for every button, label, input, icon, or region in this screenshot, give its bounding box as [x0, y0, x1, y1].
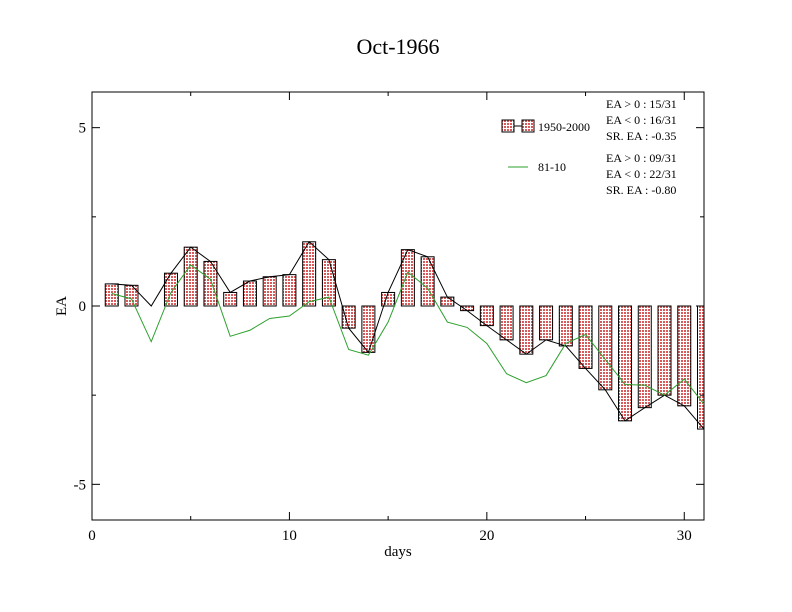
bar-1950-2000	[361, 305, 376, 353]
bar-connector-line	[111, 241, 705, 430]
bar-1950-2000	[223, 291, 238, 307]
bar-1950-2000	[657, 305, 672, 396]
bar-1950-2000	[124, 284, 139, 307]
bar-1950-2000	[302, 241, 317, 307]
legend-swatch-bar-right	[521, 119, 535, 133]
bar-1950-2000	[460, 305, 475, 312]
y-tick-label: 0	[79, 299, 87, 315]
bar-1950-2000	[618, 305, 633, 422]
line-series	[111, 241, 705, 430]
x-tick-label: 20	[479, 528, 494, 544]
stat-line: EA > 0 : 09/31	[606, 151, 677, 165]
x-tick-label: 0	[88, 528, 96, 544]
bar-1950-2000	[598, 305, 613, 391]
y-axis-label: EA	[54, 296, 70, 316]
bar-1950-2000	[697, 305, 705, 430]
bar-1950-2000	[381, 291, 396, 307]
bar-1950-2000	[558, 305, 573, 347]
bar-1950-2000	[242, 280, 257, 307]
y-tick-label: 5	[79, 121, 87, 137]
bar-1950-2000	[539, 305, 554, 341]
legend: 1950-2000 81-10 EA > 0 : 15/31 EA < 0 : …	[501, 97, 677, 197]
legend-label-1950-2000: 1950-2000	[538, 120, 590, 134]
line-81-10	[111, 264, 705, 405]
stat-line: EA < 0 : 16/31	[606, 113, 677, 127]
bar-1950-2000	[637, 305, 652, 409]
bar-1950-2000	[262, 276, 277, 307]
chart-title: Oct-1966	[356, 34, 439, 59]
bar-1950-2000	[578, 305, 593, 369]
bar-1950-2000	[420, 256, 435, 307]
bar-1950-2000	[400, 249, 415, 307]
x-axis-label: days	[384, 544, 412, 560]
bar-1950-2000	[440, 296, 455, 307]
bar-1950-2000	[341, 305, 356, 329]
y-tick-label: -5	[74, 477, 87, 493]
axis-ticks: 0 10 20 30 -5 0 5	[74, 92, 704, 544]
legend-label-81-10: 81-10	[538, 160, 566, 174]
legend-swatch-bar-left	[501, 119, 515, 133]
x-tick-label: 30	[677, 528, 692, 544]
bar-1950-2000	[282, 274, 297, 307]
stat-line: EA < 0 : 22/31	[606, 167, 677, 181]
bar-1950-2000	[519, 305, 534, 355]
bar-1950-2000	[677, 305, 692, 407]
x-tick-label: 10	[282, 528, 297, 544]
bar-series	[104, 241, 705, 430]
stat-line: SR. EA : -0.80	[606, 183, 676, 197]
bar-1950-2000	[163, 272, 178, 307]
stat-line: EA > 0 : 15/31	[606, 97, 677, 111]
bar-1950-2000	[499, 305, 514, 341]
bar-1950-2000	[183, 246, 198, 307]
bar-1950-2000	[321, 259, 336, 307]
stat-line: SR. EA : -0.35	[606, 129, 676, 143]
